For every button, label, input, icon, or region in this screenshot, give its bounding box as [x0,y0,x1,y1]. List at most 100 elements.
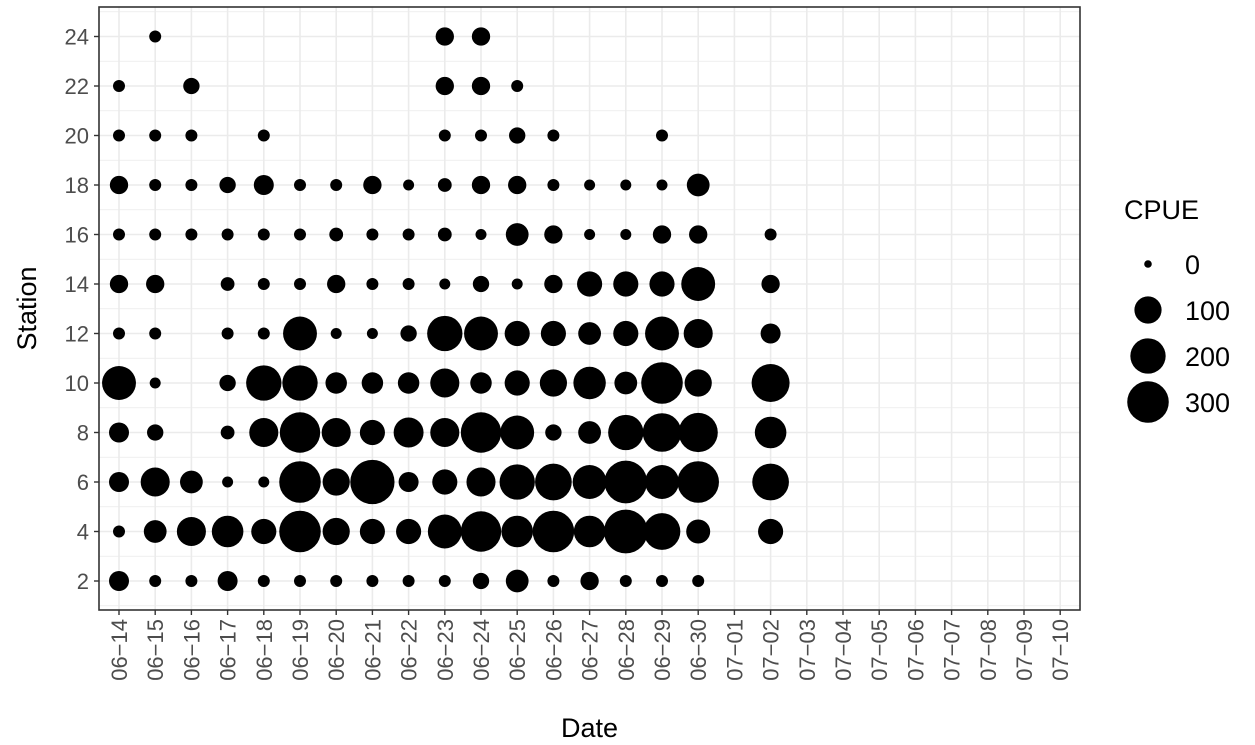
data-point [282,365,318,401]
data-point [219,176,236,194]
data-point [109,274,129,294]
x-tick-label: 06−15 [143,619,168,681]
data-point [547,179,560,191]
data-point [393,417,424,448]
data-point [149,30,162,43]
data-point [649,271,675,297]
data-point [113,80,125,92]
data-point [535,463,572,501]
data-point [427,514,462,549]
data-point [544,225,563,244]
data-point [322,517,350,546]
data-point [149,327,162,340]
data-point [505,223,529,246]
x-tick-label: 07−07 [940,619,965,681]
data-point [113,228,125,241]
x-tick-label: 06−25 [505,619,530,681]
data-point [359,419,385,446]
data-point [350,459,395,505]
data-point [253,175,274,195]
data-point [180,470,203,494]
data-point [246,365,282,401]
legend-key-circle [1127,381,1169,423]
data-point [258,476,270,488]
data-point [109,422,129,443]
data-point [283,316,317,351]
data-point [403,179,415,191]
data-point [257,228,270,241]
data-point [475,229,487,240]
data-point [578,322,601,345]
data-point [437,227,452,242]
x-tick-label: 06−23 [433,619,458,681]
data-point [366,575,379,587]
data-point [146,274,165,294]
data-point [321,417,351,448]
data-point [149,129,162,142]
data-point [322,468,350,496]
size-legend: CPUE 0 100 200 300 [1124,195,1230,423]
data-point [760,323,781,344]
data-point [761,274,780,294]
data-point [363,175,382,195]
data-point [683,318,713,349]
data-point [547,129,560,142]
x-tick-label: 06−24 [469,619,494,681]
legend-label: 0 [1185,250,1200,280]
data-point [437,178,452,192]
data-points [102,27,790,593]
x-tick-label: 06−20 [324,619,349,681]
data-point [211,515,244,548]
y-tick-label: 10 [65,371,89,396]
y-tick-label: 18 [65,173,89,198]
data-point [642,413,682,452]
data-point [221,228,234,241]
data-point [604,460,648,504]
x-tick-label: 06−26 [541,619,566,681]
data-point [500,415,535,450]
data-point [620,229,632,240]
data-point [361,372,384,394]
data-point [545,424,562,441]
data-point [140,467,170,497]
data-point [686,173,710,197]
data-point [109,175,129,195]
data-point [435,76,454,96]
data-point [758,518,784,545]
data-point [329,227,344,242]
data-point [143,520,167,543]
data-point [221,327,234,340]
legend-key-circle [1130,338,1166,374]
data-point [577,271,603,297]
x-tick-label: 06−17 [216,619,241,681]
data-point [656,129,668,142]
y-tick-label: 14 [65,272,89,297]
data-point [504,370,530,396]
data-point [619,575,632,587]
y-axis-title: Station [12,266,42,350]
data-point [251,518,277,545]
data-point [684,369,712,397]
data-point [572,465,607,499]
x-axis-title: Date [561,713,618,743]
data-point [102,366,136,400]
y-tick-label: 22 [65,74,89,99]
data-point [183,77,200,95]
data-point [402,278,415,290]
data-point [366,228,379,241]
data-point [176,516,206,547]
data-point [294,575,306,587]
data-point [185,575,198,587]
data-point [438,129,451,142]
data-point [608,414,644,451]
x-axis: 06−14 06−15 06−16 06−17 06−18 06−19 06−20 06−21… [107,610,1073,681]
data-point [294,228,306,241]
data-point [398,472,419,492]
data-point [584,179,596,191]
y-tick-label: 8 [77,421,89,446]
legend-label: 200 [1185,342,1230,372]
legend-label: 300 [1185,388,1230,418]
data-point [547,575,560,587]
legend-key-circle [1144,260,1152,268]
data-point [366,328,378,339]
